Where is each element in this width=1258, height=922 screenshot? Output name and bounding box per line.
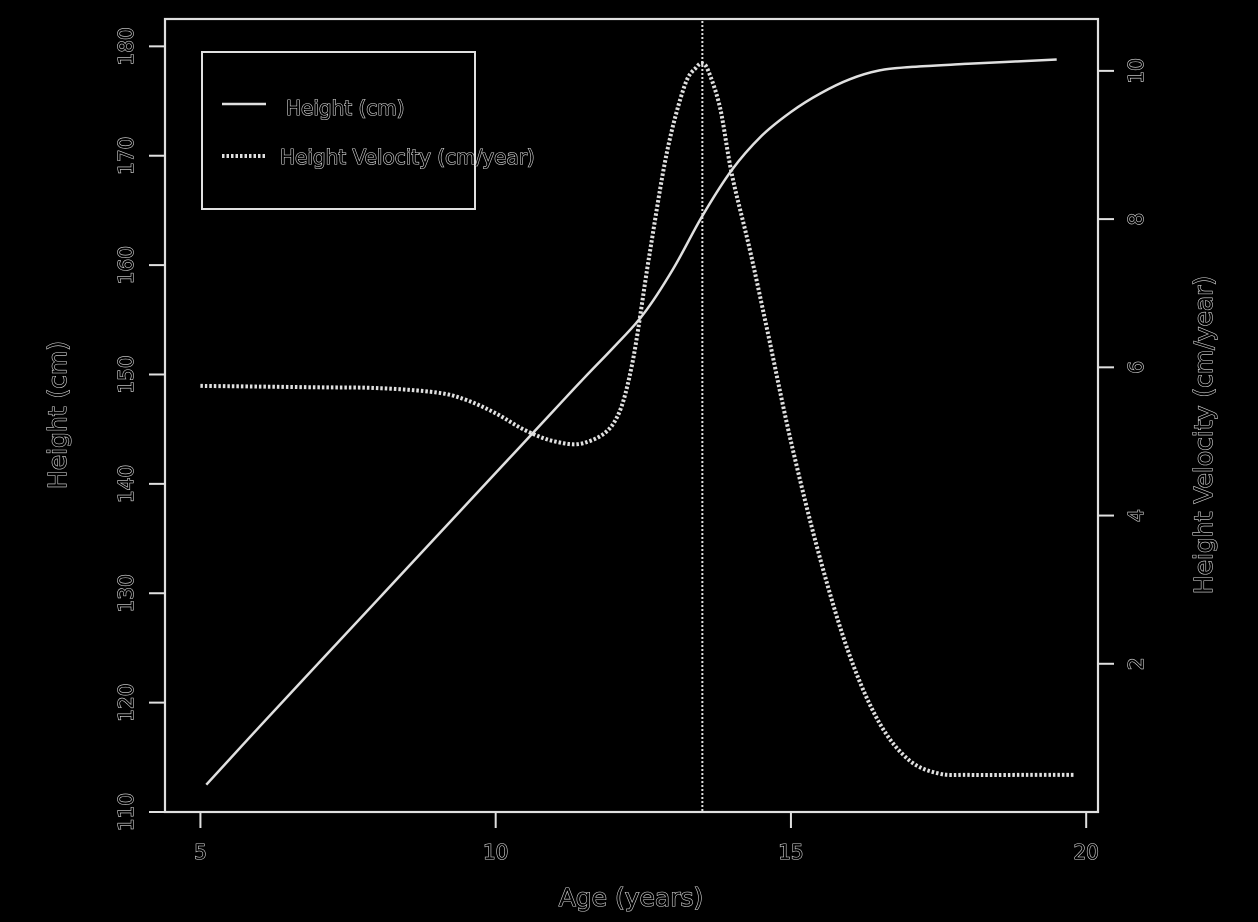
legend-box: [201, 51, 476, 210]
y-right-tick-label: 4: [1124, 509, 1148, 522]
y-right-tick-label: 2: [1124, 657, 1148, 670]
y-left-tick-label: 160: [114, 246, 138, 284]
series-layer: [200, 58, 1075, 786]
y-left-tick-label: 120: [114, 684, 138, 722]
legend-label-velocity: Height Velocity (cm/year): [280, 145, 535, 169]
y-right-axis-title: Height Velocity (cm/year): [1189, 276, 1218, 594]
y-left-axis-title: Height (cm): [43, 341, 72, 489]
axis-ticks: [149, 45, 1114, 828]
x-tick-label: 20: [1073, 840, 1098, 864]
y-left-tick-label: 170: [114, 137, 138, 175]
y-right-tick-label: 10: [1124, 58, 1148, 83]
axis-tick-labels: 5 10 15 20 110 120 130 140 150 160 170 180 2 4 6 8 10: [113, 27, 1148, 865]
x-tick-label: 5: [194, 840, 207, 864]
legend: Height (cm) Height Velocity (cm/year): [201, 51, 535, 210]
y-left-tick-label: 130: [114, 574, 138, 612]
y-right-tick-label: 8: [1124, 213, 1148, 226]
plot-frame: [163, 17, 1100, 814]
x-axis-title: Age (years): [559, 883, 704, 912]
series-line-height-velocity: [200, 61, 1075, 778]
y-left-tick-label: 150: [114, 355, 138, 393]
y-left-tick-label: 180: [114, 27, 138, 65]
x-tick-label: 10: [483, 840, 508, 864]
legend-label-height: Height (cm): [286, 96, 405, 120]
series-line-height: [205, 58, 1057, 786]
y-right-tick-label: 6: [1124, 361, 1148, 374]
x-tick-label: 15: [778, 840, 803, 864]
y-left-tick-label: 110: [114, 793, 138, 831]
y-left-tick-label: 140: [114, 465, 138, 503]
